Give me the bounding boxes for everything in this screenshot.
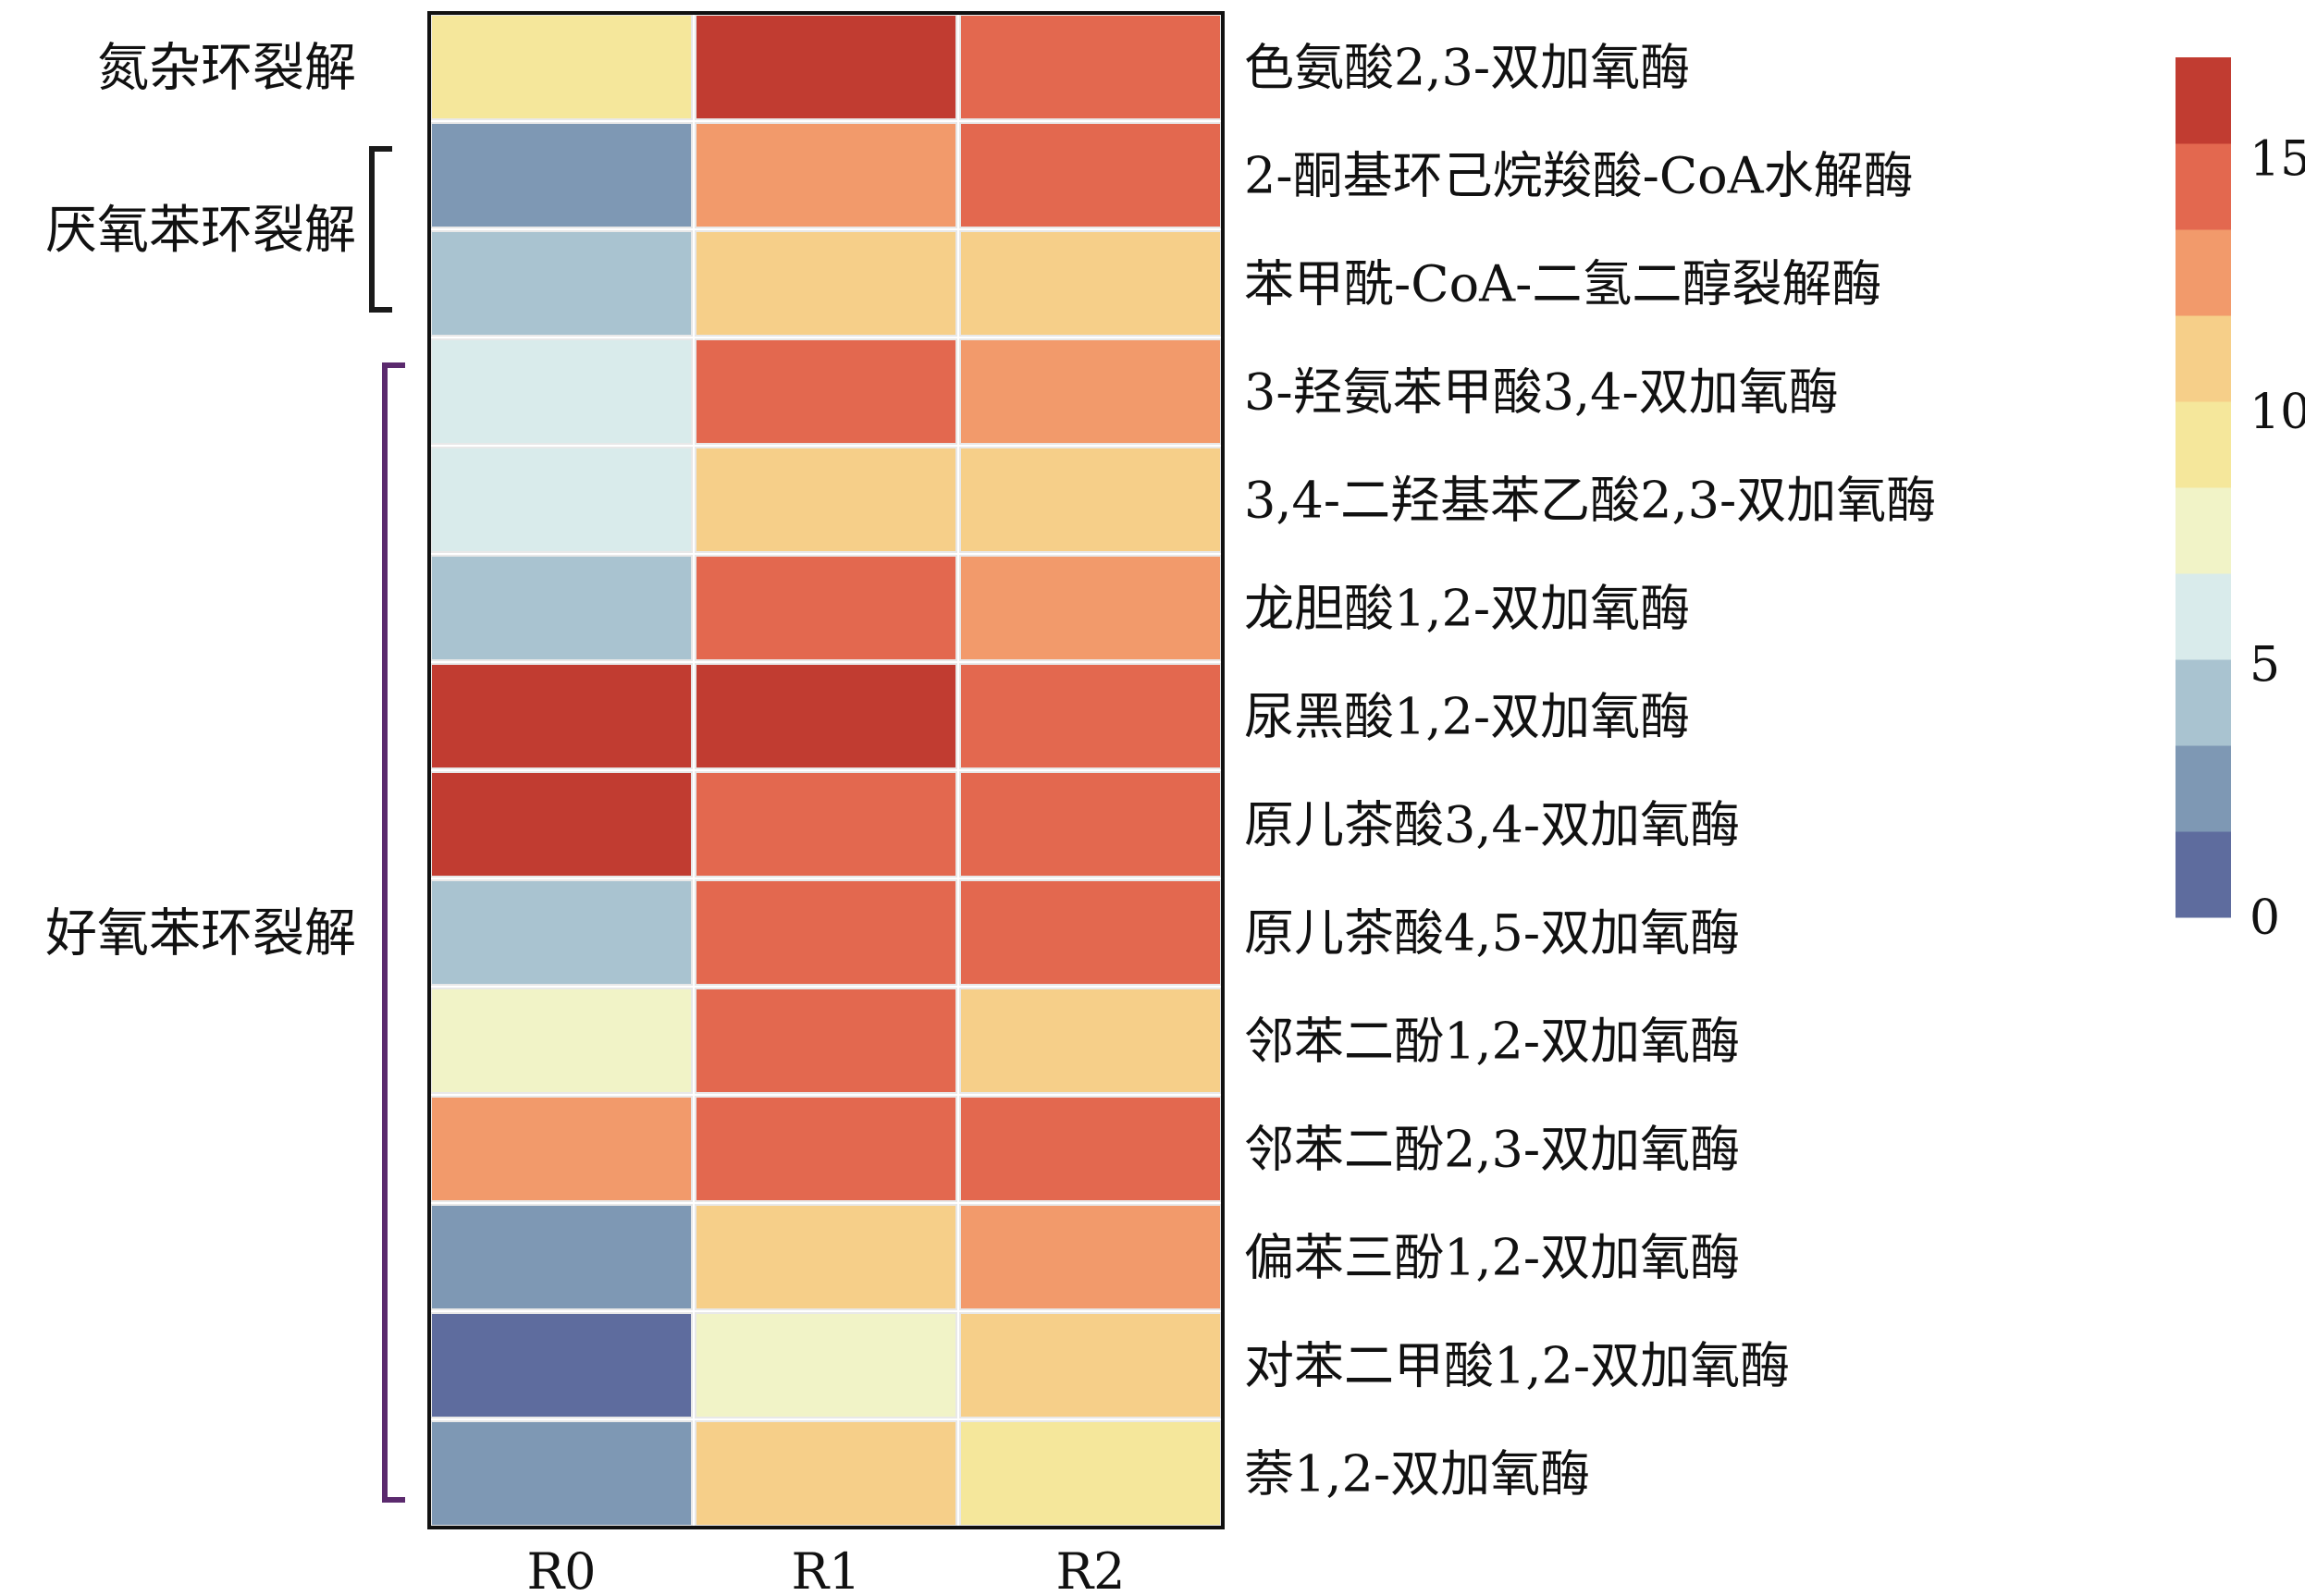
row-label: 邻苯二酚2,3-双加氧酶 xyxy=(1244,1121,1740,1179)
colorbar-segment xyxy=(2176,573,2231,660)
heatmap-cell xyxy=(430,1204,693,1310)
heatmap-cell xyxy=(430,122,693,228)
heatmap-cell xyxy=(430,988,693,1094)
column-label: R1 xyxy=(791,1542,860,1596)
heatmap-cell xyxy=(695,988,957,1094)
heatmap-cell xyxy=(959,230,1222,337)
heatmap-cell xyxy=(430,14,693,120)
heatmap-cell xyxy=(430,1420,693,1527)
heatmap-cell xyxy=(959,663,1222,769)
heatmap-cell xyxy=(695,447,957,553)
heatmap-cell xyxy=(959,988,1222,1094)
colorbar-segment xyxy=(2176,745,2231,832)
heatmap-cell xyxy=(695,663,957,769)
group-label: 好氧苯环裂解 xyxy=(45,904,356,964)
heatmap-cell xyxy=(695,338,957,445)
heatmap-cell xyxy=(959,1420,1222,1527)
heatmap-cell xyxy=(959,555,1222,661)
heatmap-cell xyxy=(430,230,693,337)
colorbar-segment xyxy=(2176,659,2231,746)
heatmap-cell xyxy=(430,447,693,553)
heatmap-cell xyxy=(695,1420,957,1527)
row-label: 2-酮基环己烷羧酸-CoA水解酶 xyxy=(1244,147,1914,205)
heatmap-cell xyxy=(695,230,957,337)
column-labels: R0 R1 R2 xyxy=(526,1542,1125,1596)
heatmap-cell xyxy=(959,122,1222,228)
heatmap-cell xyxy=(959,1312,1222,1418)
heatmap-cell xyxy=(959,14,1222,120)
heatmap-cell xyxy=(695,1312,957,1418)
heatmap-cell xyxy=(695,14,957,120)
row-label: 萘1,2-双加氧酶 xyxy=(1244,1445,1590,1504)
colorbar-tick-label: 5 xyxy=(2250,637,2280,693)
colorbar-tick-label: 15 xyxy=(2250,131,2305,187)
heatmap-cell xyxy=(695,1096,957,1202)
heatmap-frame xyxy=(427,11,1225,1529)
heatmap-cell xyxy=(430,1096,693,1202)
row-label: 尿黑酸1,2-双加氧酶 xyxy=(1244,688,1690,746)
colorbar: 0 5 10 15 xyxy=(2176,57,2305,946)
colorbar-segment xyxy=(2176,143,2231,230)
colorbar-tick-label: 0 xyxy=(2250,890,2280,946)
colorbar-segment xyxy=(2176,315,2231,402)
colorbar-tick-label: 10 xyxy=(2250,385,2305,440)
group-bracket xyxy=(369,146,392,313)
row-label: 龙胆酸1,2-双加氧酶 xyxy=(1244,580,1690,638)
colorbar-segment xyxy=(2176,229,2231,316)
group-bracket xyxy=(382,362,405,1503)
colorbar-segment xyxy=(2176,831,2231,918)
row-label: 3,4-二羟基苯乙酸2,3-双加氧酶 xyxy=(1244,472,1936,530)
column-label: R2 xyxy=(1055,1542,1125,1596)
row-label: 苯甲酰-CoA-二氢二醇裂解酶 xyxy=(1244,255,1881,313)
heatmap-cell xyxy=(695,879,957,986)
heatmap-cell xyxy=(959,1204,1222,1310)
heatmap-cell xyxy=(959,1096,1222,1202)
heatmap-cell xyxy=(695,1204,957,1310)
colorbar-segment xyxy=(2176,401,2231,488)
row-label: 偏苯三酚1,2-双加氧酶 xyxy=(1244,1229,1740,1287)
heatmap-cell xyxy=(430,338,693,445)
row-label: 原儿茶酸3,4-双加氧酶 xyxy=(1244,796,1740,854)
heatmap-cell xyxy=(695,771,957,878)
colorbar-segment xyxy=(2176,487,2231,574)
heatmap-cell xyxy=(959,447,1222,553)
heatmap-cell xyxy=(430,663,693,769)
heatmap-cell xyxy=(430,555,693,661)
heatmap-cell xyxy=(430,1312,693,1418)
heatmap-cell xyxy=(430,879,693,986)
row-label: 原儿茶酸4,5-双加氧酶 xyxy=(1244,904,1740,963)
column-label: R0 xyxy=(526,1542,596,1596)
group-label: 厌氧苯环裂解 xyxy=(45,201,356,261)
row-label: 对苯二甲酸1,2-双加氧酶 xyxy=(1244,1337,1790,1395)
heatmap-cell xyxy=(959,338,1222,445)
row-label: 色氨酸2,3-双加氧酶 xyxy=(1244,39,1690,97)
heatmap-cell xyxy=(695,122,957,228)
heatmap-cell xyxy=(959,879,1222,986)
heatmap-cell xyxy=(695,555,957,661)
heatmap-cell xyxy=(430,771,693,878)
group-label: 氮杂环裂解 xyxy=(97,39,356,99)
heatmap-cells xyxy=(427,11,1225,1529)
heatmap-cell xyxy=(959,771,1222,878)
colorbar-segment xyxy=(2176,57,2231,144)
row-label: 邻苯二酚1,2-双加氧酶 xyxy=(1244,1013,1740,1071)
row-labels: 色氨酸2,3-双加氧酶 2-酮基环己烷羧酸-CoA水解酶苯甲酰-CoA-二氢二醇裂… xyxy=(1244,39,1936,1504)
row-label: 3-羟氨苯甲酸3,4-双加氧酶 xyxy=(1244,363,1839,422)
